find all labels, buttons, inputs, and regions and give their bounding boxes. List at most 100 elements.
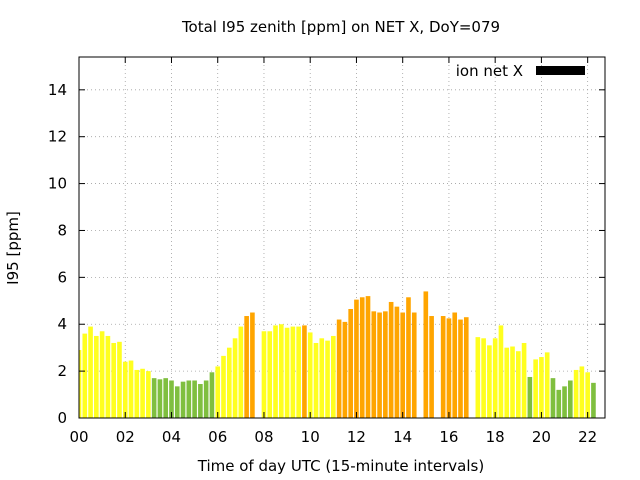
bar xyxy=(99,331,105,418)
bar xyxy=(348,308,353,418)
bar xyxy=(290,326,296,418)
bar xyxy=(579,366,585,418)
bar xyxy=(174,386,180,418)
y-tick-label: 8 xyxy=(57,221,67,239)
bar xyxy=(365,296,371,418)
legend-swatch xyxy=(536,66,585,75)
bar xyxy=(134,369,140,418)
x-tick-label: 20 xyxy=(532,428,551,446)
bar xyxy=(261,331,267,418)
bar xyxy=(515,351,521,418)
bar xyxy=(192,380,197,418)
bar xyxy=(359,297,365,418)
bar xyxy=(203,380,209,418)
bar xyxy=(79,350,82,418)
bar xyxy=(146,371,151,418)
bar xyxy=(267,331,273,418)
bar-series xyxy=(79,291,596,418)
x-tick-label: 04 xyxy=(162,428,181,446)
bar xyxy=(533,359,538,418)
bar xyxy=(463,317,469,418)
bar xyxy=(128,360,134,418)
x-tick-label: 02 xyxy=(116,428,135,446)
bar xyxy=(122,361,128,418)
bar xyxy=(487,345,492,418)
y-tick-label: 6 xyxy=(57,268,67,286)
bar xyxy=(180,381,186,418)
bar xyxy=(429,316,434,418)
bar xyxy=(550,378,556,418)
x-tick-label: 16 xyxy=(439,428,458,446)
x-tick-label: 22 xyxy=(578,428,597,446)
y-tick-label: 4 xyxy=(57,315,67,333)
bar xyxy=(232,338,238,418)
bar xyxy=(573,369,579,418)
bar xyxy=(388,301,394,418)
bar xyxy=(371,311,377,418)
x-tick-label: 12 xyxy=(347,428,366,446)
bar xyxy=(198,384,203,418)
bar xyxy=(186,380,192,418)
bar xyxy=(354,299,359,418)
y-tick-label: 14 xyxy=(48,81,67,99)
bar xyxy=(475,337,481,418)
bar xyxy=(394,306,400,418)
bar xyxy=(521,342,527,418)
bar xyxy=(406,297,411,418)
bar xyxy=(585,372,590,418)
bar xyxy=(556,389,562,418)
bar xyxy=(383,311,388,418)
plot-area-frame xyxy=(78,56,606,419)
bar xyxy=(527,376,533,418)
bar xyxy=(302,325,307,418)
bar xyxy=(226,347,232,418)
bar xyxy=(94,335,99,418)
bar xyxy=(400,312,406,418)
y-tick-label: 0 xyxy=(57,409,67,427)
bar xyxy=(250,312,255,418)
y-tick-label: 12 xyxy=(48,128,67,146)
bar xyxy=(221,355,226,418)
bar xyxy=(331,335,336,418)
bar xyxy=(111,342,116,418)
bar xyxy=(273,325,278,418)
bar xyxy=(82,333,88,418)
bar xyxy=(458,319,463,418)
bar xyxy=(238,326,244,418)
bar xyxy=(591,382,596,418)
bar xyxy=(342,321,348,418)
bar xyxy=(88,326,93,418)
bar xyxy=(411,312,417,418)
x-tick-label: 18 xyxy=(486,428,505,446)
bar xyxy=(498,325,504,418)
bar xyxy=(452,312,458,418)
bar xyxy=(481,338,486,418)
bar xyxy=(539,357,544,418)
x-tick-label: 10 xyxy=(301,428,320,446)
bar xyxy=(244,316,249,418)
bar xyxy=(562,386,567,418)
bar xyxy=(492,338,498,418)
bar xyxy=(440,316,446,418)
bar xyxy=(377,312,382,418)
x-tick-label: 14 xyxy=(393,428,412,446)
x-tick-label: 08 xyxy=(254,428,273,446)
legend-label: ion net X xyxy=(456,62,523,80)
x-tick-label: 00 xyxy=(69,428,88,446)
y-tick-label: 10 xyxy=(48,175,67,193)
y-axis-label: I95 [ppm] xyxy=(4,211,22,285)
x-axis-label: Time of day UTC (15-minute intervals) xyxy=(197,457,484,475)
bar xyxy=(313,342,319,418)
bar xyxy=(568,380,573,418)
bar xyxy=(163,378,169,418)
bar xyxy=(169,380,174,418)
chart-title: Total I95 zenith [ppm] on NET X, DoY=079 xyxy=(181,18,500,36)
bar xyxy=(446,318,452,418)
bar xyxy=(307,332,313,418)
bar xyxy=(278,324,284,418)
legend: ion net X xyxy=(456,62,585,80)
bar xyxy=(504,347,510,418)
bar xyxy=(117,341,122,418)
